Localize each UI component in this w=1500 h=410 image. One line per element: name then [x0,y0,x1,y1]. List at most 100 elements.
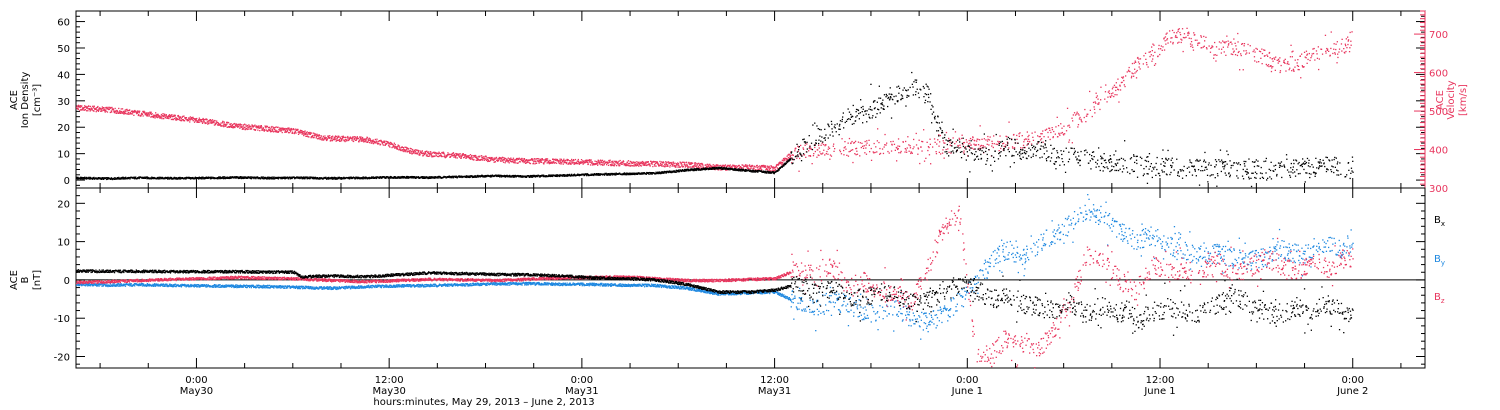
data-point [531,158,534,161]
data-point [1158,48,1160,50]
data-point [1300,77,1302,79]
data-point [852,161,854,164]
data-point [644,161,647,163]
data-point [233,126,235,128]
data-point [854,153,856,155]
data-point [172,118,174,121]
data-point [644,163,646,165]
data-point [336,139,338,142]
data-point [917,153,919,155]
data-point [198,119,200,122]
data-point [231,125,233,127]
data-point [178,116,180,118]
data-point [279,130,281,132]
data-point [1113,84,1116,86]
data-point [344,136,346,138]
data-point [149,111,151,114]
data-point [403,150,405,152]
data-point [247,126,249,128]
data-point [1000,147,1002,150]
data-point [385,143,388,145]
data-point [984,146,986,148]
data-point [81,105,83,107]
data-point [615,162,617,164]
data-point [1227,46,1229,48]
data-point [424,151,426,153]
data-point [1227,40,1229,42]
data-point [270,128,272,130]
data-point [384,141,386,144]
data-point [206,118,208,121]
data-point [205,122,207,124]
data-point [635,163,637,165]
data-point [519,161,521,163]
data-point [322,135,324,137]
data-point [135,176,137,178]
data-point [103,109,105,111]
data-point [382,141,384,143]
data-point [1204,40,1206,42]
data-point [745,164,747,166]
data-point [552,161,554,164]
data-point [1149,51,1151,53]
data-point [495,156,498,159]
data-point [892,140,894,143]
data-point [680,162,683,165]
data-point [1031,132,1033,134]
data-point [1344,43,1346,45]
data-point [447,152,449,154]
data-point [595,163,597,165]
data-point [938,151,940,153]
data-point [875,146,877,148]
data-point [202,117,204,120]
data-point [1114,94,1116,96]
data-point [1008,121,1010,123]
data-point [462,153,464,155]
data-point [865,153,868,155]
data-point [85,105,87,108]
data-point [461,154,463,156]
data-point [1123,79,1125,82]
data-point [1247,43,1249,46]
data-point [229,125,231,128]
data-point [927,149,929,152]
data-point [443,153,445,155]
data-point [783,160,785,162]
data-point [670,161,672,164]
data-point [257,125,260,127]
data-point [960,137,963,140]
data-point [350,137,353,139]
data-point [1129,70,1131,73]
data-point [99,108,102,110]
data-point [472,158,474,160]
data-point [89,108,91,110]
data-point [405,151,407,153]
data-point [1138,66,1140,68]
data-point [972,136,974,139]
data-point [388,145,390,147]
data-point [1072,120,1074,122]
data-point [627,160,630,162]
data-point [331,137,333,139]
data-point [679,161,681,163]
data-point [980,144,983,147]
data-point [1198,42,1201,44]
data-point [1135,71,1137,73]
data-point [996,143,999,146]
data-point [1212,46,1214,48]
data-point [738,164,740,167]
data-point [144,111,146,113]
data-point [1201,47,1203,49]
data-point [100,108,102,110]
data-point [407,150,409,152]
data-point [118,107,120,110]
data-point [224,123,226,126]
data-point [369,139,372,141]
data-point [1111,88,1114,90]
data-point [1005,144,1007,146]
data-point [1095,102,1097,104]
data-point [493,159,495,161]
data-point [159,117,161,119]
data-point [244,123,246,125]
data-point [570,163,572,165]
